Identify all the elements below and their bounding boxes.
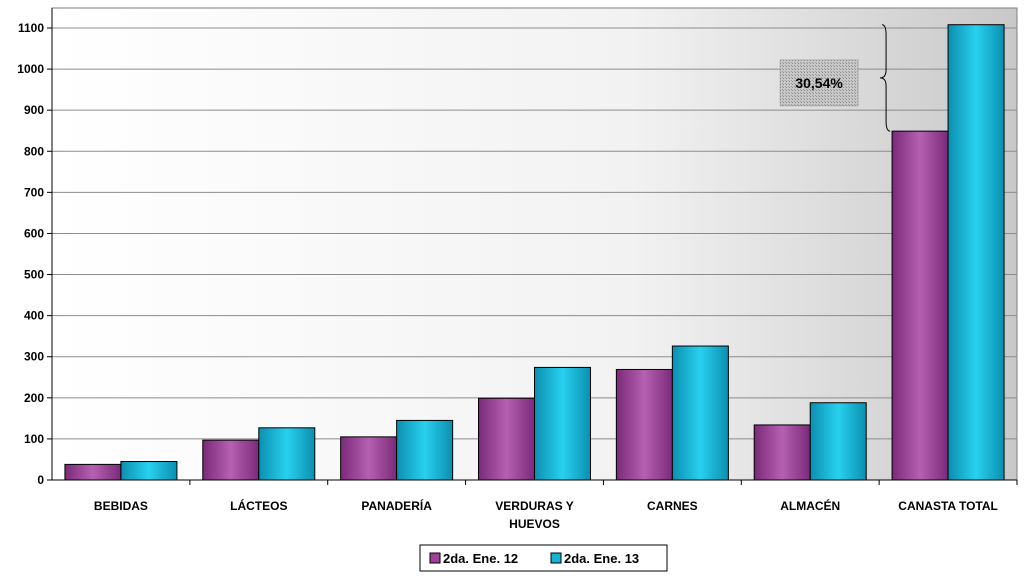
x-tick-label: BEBIDAS: [94, 499, 148, 513]
bar-series-1: [891, 130, 949, 481]
bar-series-1: [615, 368, 673, 481]
bars: [64, 24, 1005, 481]
x-tick-label: VERDURAS Y: [495, 499, 573, 513]
x-tick-label: PANADERÍA: [361, 498, 432, 513]
y-tick-label: 0: [37, 473, 44, 487]
annotation-label: 30,54%: [795, 75, 843, 91]
y-tick-label: 600: [24, 226, 44, 240]
bar-series-1: [753, 424, 811, 481]
y-tick-label: 400: [24, 309, 44, 323]
bar-series-1: [340, 436, 398, 481]
y-tick-label: 800: [24, 144, 44, 158]
y-tick-label: 200: [24, 391, 44, 405]
legend: 2da. Ene. 12 2da. Ene. 13: [419, 544, 668, 572]
legend-label: 2da. Ene. 12: [443, 551, 518, 566]
y-tick-label: 1000: [17, 62, 44, 76]
x-tick-label: CARNES: [647, 499, 698, 513]
legend-box: [419, 544, 668, 572]
y-tick-label: 100: [24, 432, 44, 446]
legend-label: 2da. Ene. 13: [564, 551, 639, 566]
axes: 0 100 200 300 400 500 600 700 800 900 1000 1100 BEBI…: [17, 8, 1018, 531]
annotation-box: [779, 59, 859, 107]
y-tick-label: 700: [24, 185, 44, 199]
bar-series-1: [64, 463, 122, 481]
y-tick-label: 900: [24, 103, 44, 117]
legend-swatch: [429, 552, 441, 564]
bar-series-1: [202, 439, 260, 481]
legend-swatch: [550, 552, 562, 564]
y-tick-label: 300: [24, 350, 44, 364]
annotation: 30,54%: [779, 24, 891, 132]
bar-series-2: [671, 345, 729, 481]
x-tick-label: LÁCTEOS: [230, 498, 287, 513]
bar-series-2: [534, 366, 591, 481]
bar-series-2: [120, 461, 178, 481]
bar-series-2: [947, 24, 1005, 481]
y-tick-label: 1100: [18, 21, 44, 35]
bar-series-2: [809, 402, 867, 481]
bar-series-2: [396, 419, 454, 481]
x-tick-label: HUEVOS: [509, 517, 560, 531]
x-tick-label: ALMACÉN: [780, 498, 840, 513]
bar-series-1: [478, 397, 535, 481]
bar-series-2: [258, 427, 316, 481]
y-tick-label: 500: [24, 268, 44, 282]
x-tick-label: CANASTA TOTAL: [898, 499, 998, 513]
